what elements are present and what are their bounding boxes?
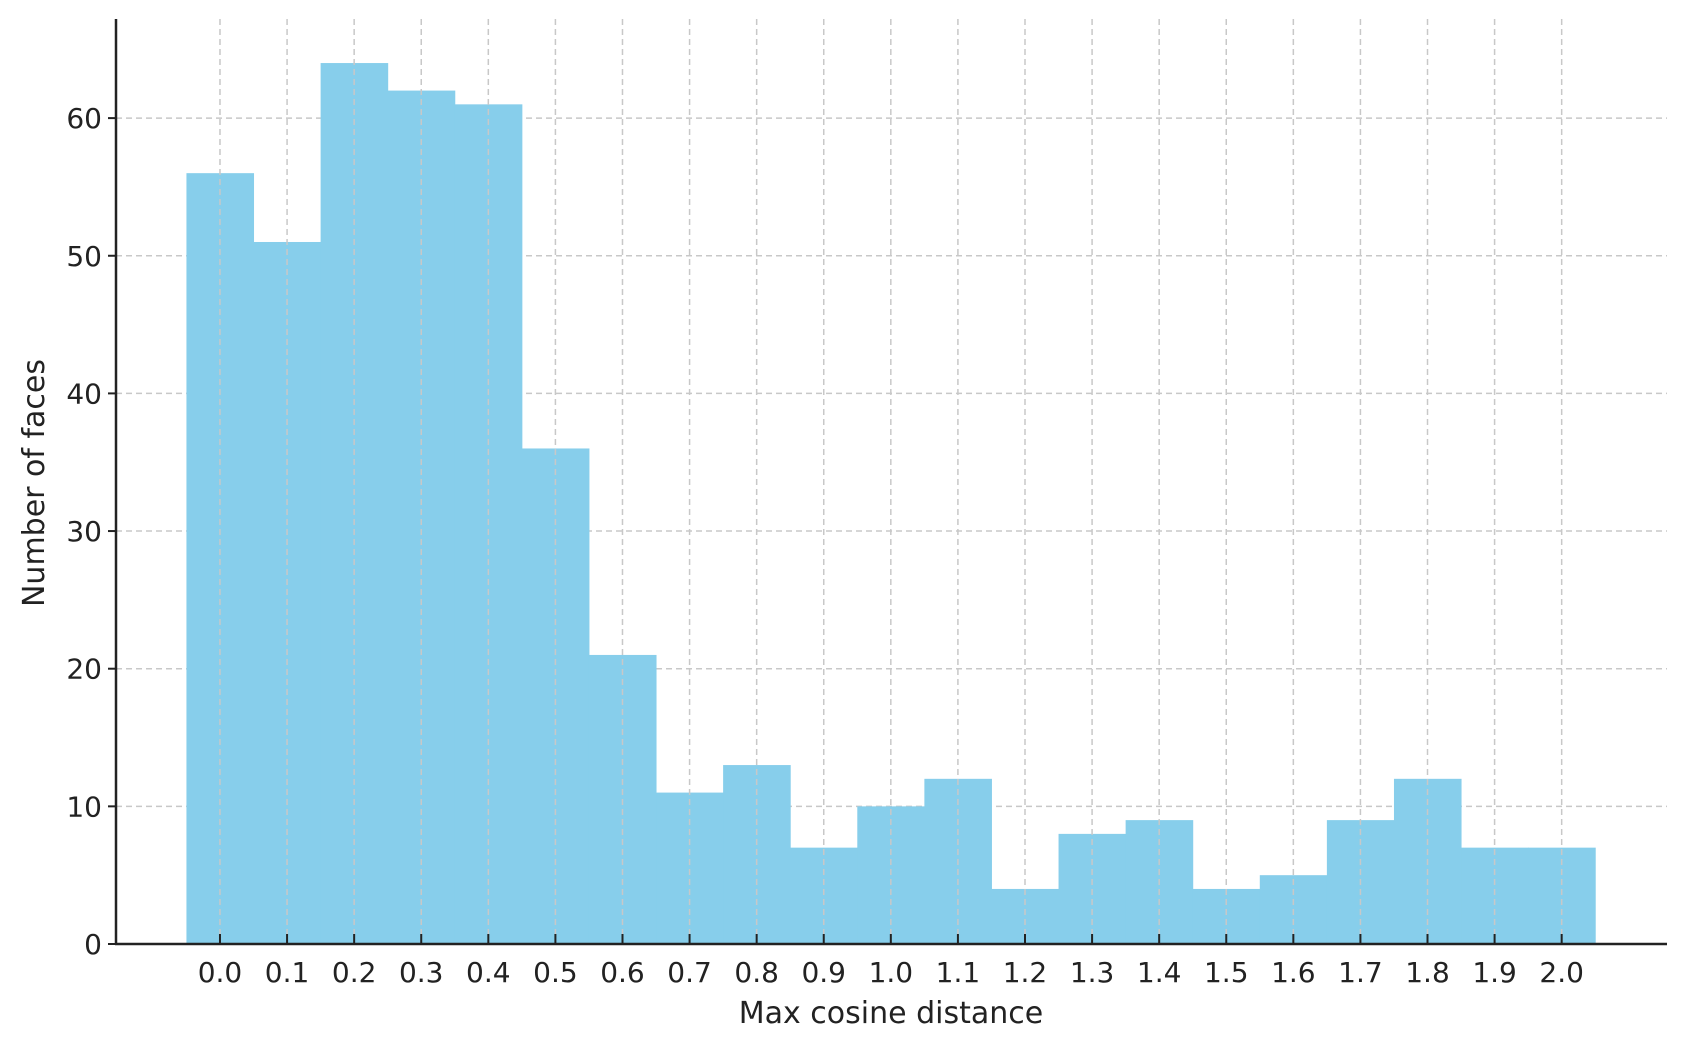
grid-vertical (219, 19, 1563, 944)
x-tick-label: 1.0 (869, 956, 914, 989)
histogram-bar (656, 792, 724, 944)
x-tick-label: 1.2 (1003, 956, 1048, 989)
x-tick-label: 1.1 (936, 956, 981, 989)
y-tick-label: 50 (66, 240, 102, 273)
x-tick-label: 0.0 (198, 956, 243, 989)
x-tick-label: 1.6 (1271, 956, 1316, 989)
y-axis-label: Number of faces (17, 359, 52, 607)
y-tick-label: 20 (66, 653, 102, 686)
y-tick-label: 40 (66, 377, 102, 410)
y-tick-label: 60 (66, 102, 102, 135)
y-tick-label: 30 (66, 515, 102, 548)
x-tick-label: 0.3 (399, 956, 444, 989)
x-tick-label: 0.4 (466, 956, 511, 989)
x-tick-label: 0.8 (734, 956, 779, 989)
x-tick-label: 1.9 (1472, 956, 1517, 989)
ticks: 0 10 20 30 40 50 60 0.0 0.1 0.2 0.3 0.4 0.5 0.6 0.7 0.8… (66, 102, 1584, 989)
x-tick-label: 2.0 (1539, 956, 1584, 989)
x-tick-label: 0.7 (667, 956, 712, 989)
x-tick-label: 1.5 (1204, 956, 1249, 989)
x-tick-label: 0.6 (600, 956, 645, 989)
y-tick-label: 10 (66, 790, 102, 823)
x-tick-label: 1.7 (1338, 956, 1383, 989)
histogram-bar (186, 173, 255, 944)
histogram-bar (387, 90, 456, 944)
y-tick-label: 0 (84, 928, 102, 961)
x-tick-label: 1.8 (1405, 956, 1450, 989)
x-tick-label: 1.3 (1070, 956, 1115, 989)
x-tick-label: 0.5 (533, 956, 578, 989)
x-tick-label: 0.9 (801, 956, 846, 989)
x-axis-label: Max cosine distance (739, 996, 1044, 1031)
x-tick-label: 1.4 (1137, 956, 1182, 989)
x-tick-label: 0.2 (332, 956, 377, 989)
x-tick-label: 0.1 (265, 956, 310, 989)
